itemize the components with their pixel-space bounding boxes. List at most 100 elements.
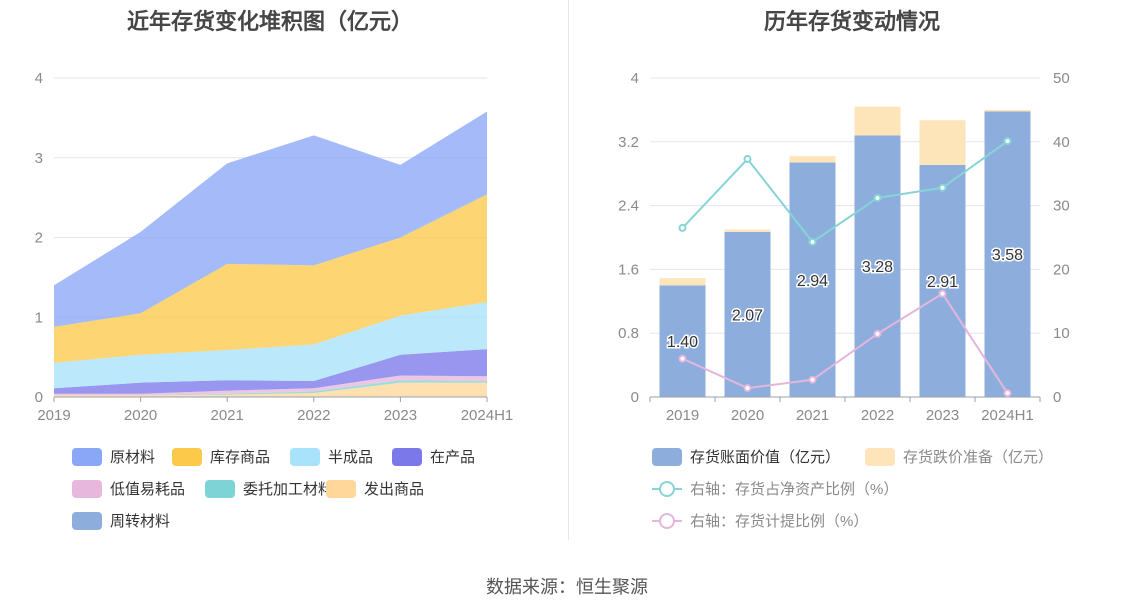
legend-swatch (172, 447, 202, 466)
legend-swatch (392, 447, 422, 466)
legend-label: 存货跌价准备（亿元） (903, 449, 1054, 466)
y2-tick-label: 40 (1053, 134, 1070, 151)
legend-swatch (326, 479, 356, 498)
y-tick-label: 4 (631, 70, 639, 87)
stacked-area-chart: 0 1 2 3 4 2019 2020 2021 2022 2023 2024H1 (35, 70, 514, 424)
y-tick-label: 1 (35, 309, 43, 326)
bar-book-value (659, 285, 706, 397)
left-legend: 原材料 库存商品 半成品 在产品低值易耗品 委托加工材料 发出商品周转材料 (0, 446, 560, 536)
legend-label: 周转材料 (110, 513, 171, 530)
line-point (1003, 137, 1012, 146)
x-tick-label: 2021 (211, 407, 244, 424)
y2-tick-label: 0 (1053, 389, 1061, 406)
y-tick-label: 4 (35, 70, 43, 87)
left-chart-title: 近年存货变化堆积图（亿元） (126, 9, 413, 34)
legend-swatch (72, 511, 102, 530)
data-source-note: 数据来源：恒生聚源 (486, 577, 648, 597)
legend-label: 库存商品 (210, 449, 271, 466)
legend-item[interactable]: 库存商品 (172, 446, 270, 467)
y2-tick-label: 30 (1053, 198, 1070, 215)
x-tick-label: 2024H1 (981, 407, 1034, 424)
bar-provision (984, 109, 1031, 112)
bar-data-label: 3.58 (992, 247, 1023, 264)
area-半成品 (54, 302, 487, 389)
bar-data-label: 2.94 (797, 273, 828, 290)
line-point (808, 237, 817, 246)
legend-item[interactable]: 低值易耗品 (72, 478, 185, 499)
y-tick-label: 3.2 (618, 134, 639, 151)
legend-swatch (72, 447, 102, 466)
bar-provision (789, 156, 836, 163)
legend-label: 右轴：存货计提比例（%） (690, 513, 869, 530)
x-tick-label: 2020 (124, 407, 157, 424)
line-point (873, 329, 882, 338)
line-point (743, 384, 752, 393)
legend-swatch (652, 480, 682, 498)
y2-tick-label: 10 (1053, 325, 1070, 342)
bar-provision (724, 229, 771, 232)
legend-label: 发出商品 (364, 481, 425, 498)
area-委托加工材料 (54, 380, 487, 396)
bar-book-value (854, 135, 901, 398)
y2-tick-label: 20 (1053, 261, 1070, 278)
right-legend: 存货账面价值（亿元） 存货跌价准备（亿元） 右轴：存货占净资产比例（%） 右轴：存货计… (570, 446, 1134, 536)
legend-swatch (652, 447, 682, 466)
bar-book-value (724, 231, 771, 397)
area-库存商品 (54, 194, 487, 363)
legend-item[interactable]: 委托加工材料 (205, 478, 333, 499)
line-point (873, 193, 882, 202)
bar-book-value (789, 162, 836, 397)
legend-item[interactable]: 右轴：存货占净资产比例（%） (652, 478, 898, 499)
legend-item[interactable]: 周转材料 (72, 510, 170, 531)
legend-label: 右轴：存货占净资产比例（%） (690, 481, 899, 498)
y-tick-label: 2 (35, 230, 43, 247)
x-tick-label: 2019 (666, 407, 699, 424)
y-tick-label: 0 (35, 389, 43, 406)
legend-swatch (290, 447, 320, 466)
line-point (678, 223, 687, 232)
bar-book-value (919, 164, 966, 397)
panel-divider (568, 0, 569, 540)
legend-item[interactable]: 半成品 (290, 446, 373, 467)
area-在产品 (54, 349, 487, 394)
legend-item[interactable]: 在产品 (392, 446, 475, 467)
y-tick-label: 0 (631, 389, 639, 406)
y2-tick-label: 50 (1053, 70, 1070, 87)
area-原材料 (54, 111, 487, 327)
bar-provision (919, 120, 966, 165)
bar-book-value (984, 111, 1031, 398)
legend-label: 在产品 (430, 449, 476, 466)
legend-label: 原材料 (110, 449, 156, 466)
line-point (938, 183, 947, 192)
line-point (808, 375, 817, 384)
bar-data-label: 2.07 (732, 307, 763, 324)
x-tick-label: 2024H1 (461, 407, 514, 424)
bar-data-label: 1.40 (667, 334, 698, 351)
series-line (681, 140, 1009, 244)
x-tick-label: 2023 (926, 407, 959, 424)
line-point (1003, 389, 1012, 398)
line-point (938, 289, 947, 298)
legend-item[interactable]: 存货跌价准备（亿元） (865, 446, 1053, 467)
series-line (682, 292, 1009, 394)
bar-provision (659, 278, 706, 286)
y-tick-label: 3 (35, 150, 43, 167)
legend-label: 存货账面价值（亿元） (690, 449, 841, 466)
x-tick-label: 2019 (37, 407, 70, 424)
legend-item[interactable]: 原材料 (72, 446, 155, 467)
legend-label: 委托加工材料 (243, 481, 334, 498)
bar-data-label: 3.28 (862, 259, 893, 276)
bar-data-label: 2.91 (927, 274, 958, 291)
x-tick-label: 2022 (297, 407, 330, 424)
bar-provision (854, 106, 901, 136)
legend-swatch (205, 479, 235, 498)
legend-label: 半成品 (328, 449, 374, 466)
x-tick-label: 2022 (861, 407, 894, 424)
legend-item[interactable]: 发出商品 (326, 478, 424, 499)
legend-item[interactable]: 右轴：存货计提比例（%） (652, 510, 868, 531)
line-point (743, 155, 752, 164)
legend-item[interactable]: 存货账面价值（亿元） (652, 446, 840, 467)
area-低值易耗品 (54, 375, 487, 396)
